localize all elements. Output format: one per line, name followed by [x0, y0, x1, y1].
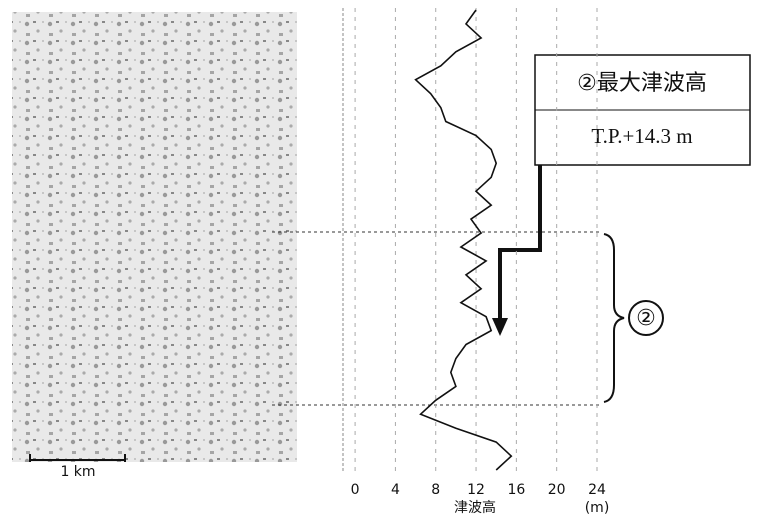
x-tick-label: 12	[467, 482, 485, 498]
profile-line	[414, 9, 513, 471]
map	[12, 12, 297, 462]
box-value: T.P.+14.3 m	[591, 124, 692, 148]
arrow-head	[492, 318, 508, 336]
scale-bar	[29, 454, 126, 462]
x-axis-unit: (m)	[585, 500, 610, 516]
box-title: ②最大津波高	[577, 71, 707, 96]
scale-label: 1 km	[60, 464, 95, 480]
x-tick-label: 16	[507, 482, 525, 498]
x-tick-label: 20	[548, 482, 566, 498]
arrow	[498, 165, 542, 322]
range-label: ②	[636, 306, 656, 331]
x-tick-label: 8	[431, 482, 440, 498]
x-tick-label: 4	[391, 482, 400, 498]
x-tick-label: 24	[588, 482, 606, 498]
brace	[603, 233, 625, 403]
x-tick-label: 0	[351, 482, 360, 498]
x-axis-label: 津波高	[454, 499, 496, 516]
range-circle	[628, 300, 664, 336]
